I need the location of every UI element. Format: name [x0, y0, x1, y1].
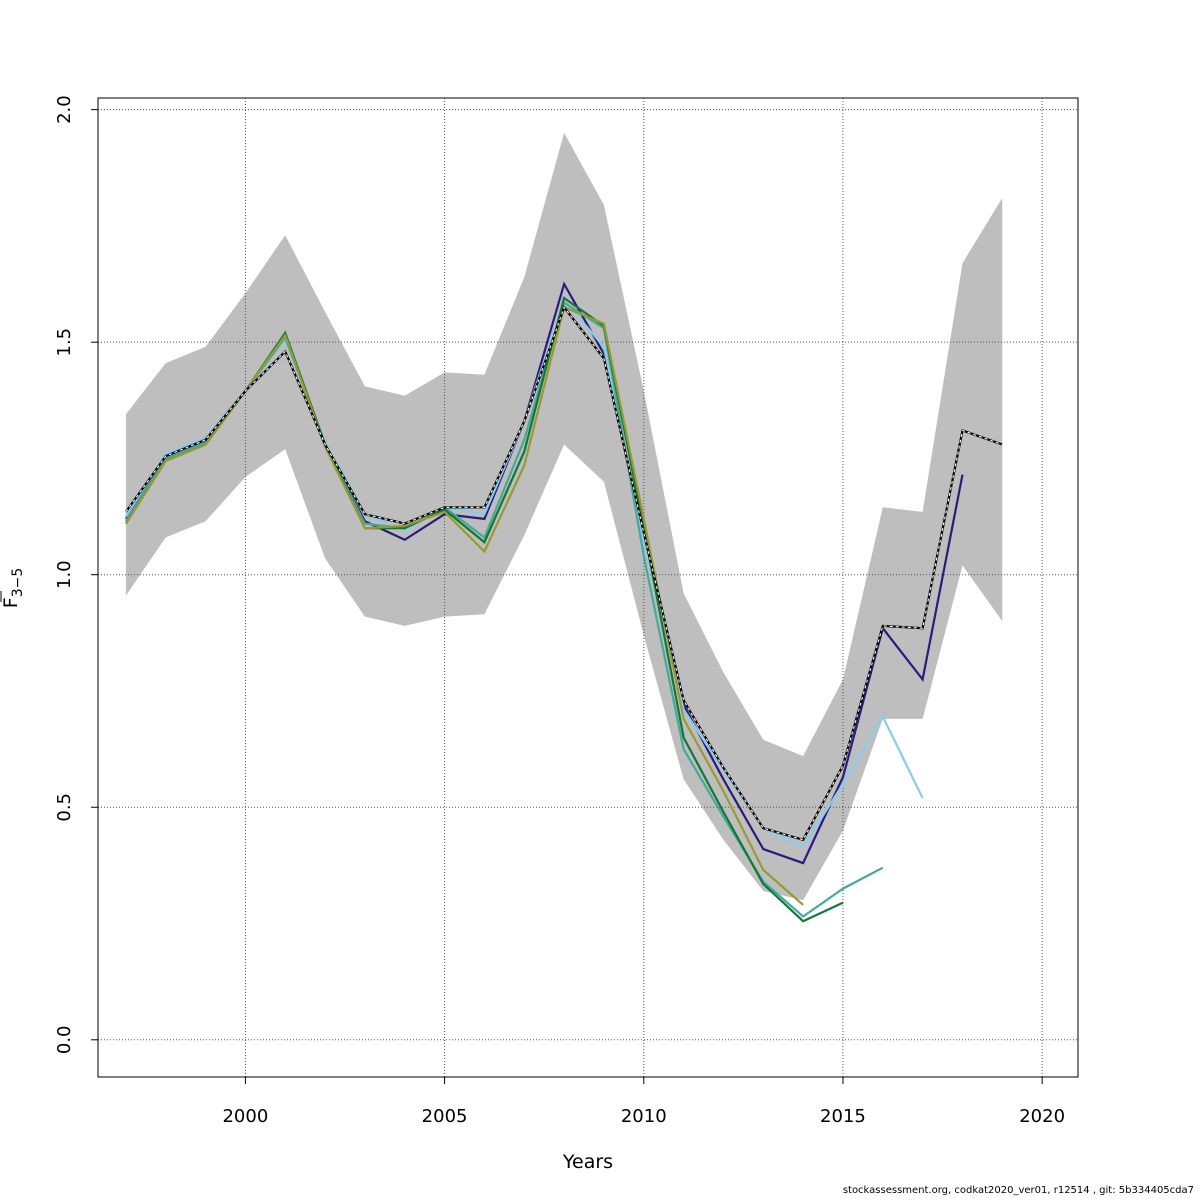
- plot-frame: [97, 97, 1079, 1078]
- y-axis-title-subscript: 3−5: [10, 568, 26, 598]
- x-tick-label: 2015: [820, 1106, 866, 1127]
- x-axis-title: Years: [562, 1151, 613, 1173]
- x-tick-label: 2000: [222, 1106, 268, 1127]
- confidence-band-layer: [125, 132, 1003, 901]
- x-axis: 2000 2005 2010 2015 2020: [222, 1077, 1065, 1127]
- y-axis: 0.0 0.5 1.0 1.5 2.0: [54, 95, 98, 1054]
- series-line-main-dash: [125, 306, 1003, 841]
- grid-layer: [98, 98, 1078, 1077]
- x-tick-label: 2005: [422, 1106, 468, 1127]
- y-axis-title: F3−5: [0, 568, 26, 608]
- y-tick-label: 2.0: [54, 95, 75, 124]
- y-tick-label: 0.0: [54, 1025, 75, 1054]
- x-tick-label: 2020: [1019, 1106, 1065, 1127]
- series-layer: [124, 281, 1003, 923]
- x-tick-label: 2010: [621, 1106, 667, 1127]
- confidence-band: [125, 132, 1003, 901]
- svg-text:F3−5: F3−5: [0, 568, 26, 608]
- y-axis-title-main: F: [0, 597, 22, 608]
- y-tick-label: 1.5: [54, 328, 75, 357]
- footer-attribution: stockassessment.org, codkat2020_ver01, r…: [842, 1185, 1194, 1196]
- y-tick-label: 1.0: [54, 560, 75, 589]
- y-tick-label: 0.5: [54, 793, 75, 822]
